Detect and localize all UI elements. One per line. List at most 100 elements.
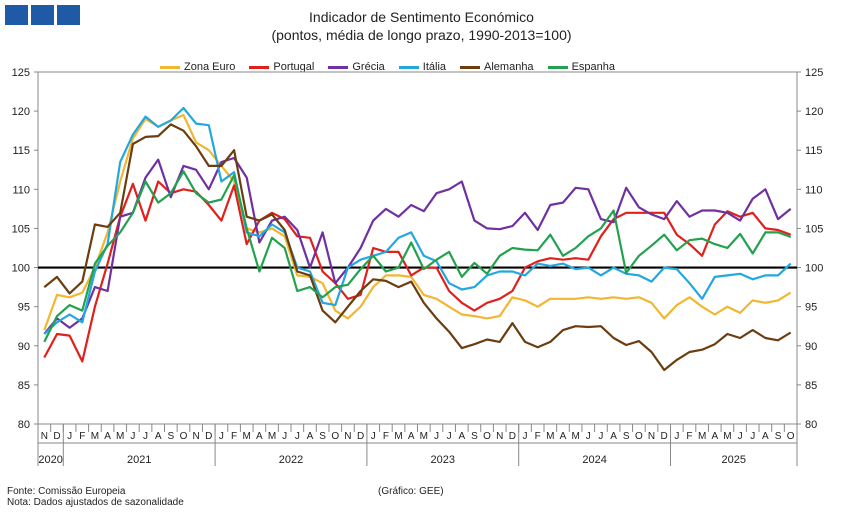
- x-tick-label-month: F: [686, 431, 692, 442]
- series-line-italia: [43, 106, 792, 335]
- x-tick-label-month: A: [256, 431, 263, 442]
- x-tick-label-month: M: [420, 431, 428, 442]
- legend-swatch: [160, 65, 180, 69]
- x-tick-label-month: O: [180, 431, 188, 442]
- x-tick-label-year: 2022: [279, 454, 303, 466]
- x-tick-label-month: J: [674, 431, 679, 442]
- x-tick-label-month: F: [535, 431, 541, 442]
- x-tick-label-year: 2025: [722, 454, 746, 466]
- chart-title-block: Indicador de Sentimento Económico (ponto…: [0, 8, 843, 44]
- legend-label: Grécia: [352, 61, 385, 73]
- x-tick-label-month: M: [116, 431, 124, 442]
- chart-credit: (Gráfico: GEE): [378, 486, 444, 497]
- legend-swatch: [547, 65, 568, 69]
- x-tick-label-month: J: [738, 431, 743, 442]
- x-tick-label-month: J: [67, 431, 72, 442]
- x-tick-label-month: F: [231, 431, 237, 442]
- x-tick-label-month: M: [268, 431, 276, 442]
- x-tick-label-month: S: [623, 431, 630, 442]
- x-tick-label-month: M: [394, 431, 402, 442]
- x-tick-label-month: A: [711, 431, 718, 442]
- x-tick-label-month: D: [661, 431, 668, 442]
- x-tick-label-month: A: [610, 431, 617, 442]
- legend-item: Espanha: [547, 61, 615, 73]
- y-tick-label-right: 115: [805, 145, 823, 157]
- x-tick-label-month: D: [53, 431, 60, 442]
- x-tick-label-year: 2024: [582, 454, 606, 466]
- legend-item: Zona Euro: [160, 61, 235, 73]
- y-tick-label-left: 90: [18, 341, 30, 353]
- x-tick-label-month: J: [282, 431, 287, 442]
- x-tick-label-month: A: [458, 431, 465, 442]
- x-tick-label-month: J: [750, 431, 755, 442]
- y-tick-label-right: 105: [805, 223, 823, 235]
- x-tick-label-month: O: [635, 431, 643, 442]
- source-note: Fonte: Comissão Europeia: [7, 486, 126, 497]
- x-tick-label-month: M: [91, 431, 99, 442]
- x-tick-label-month: A: [560, 431, 567, 442]
- x-tick-label-year: 2023: [431, 454, 455, 466]
- x-tick-label-month: N: [344, 431, 351, 442]
- y-tick-label-left: 95: [18, 302, 30, 314]
- chart-legend: Zona Euro Portugal Grécia Itália Alemanha Esp…: [160, 61, 615, 73]
- x-tick-label-month: M: [723, 431, 731, 442]
- y-tick-label-left: 80: [18, 419, 30, 431]
- x-tick-label-month: M: [571, 431, 579, 442]
- x-tick-label-month: N: [496, 431, 503, 442]
- series-line-grecia: [43, 156, 792, 335]
- adjustment-note: Nota: Dados ajustados de sazonalidade: [7, 497, 184, 508]
- x-tick-label-month: D: [205, 431, 212, 442]
- y-tick-label-left: 85: [18, 380, 30, 392]
- x-tick-label-month: F: [79, 431, 85, 442]
- legend-item: Alemanha: [460, 61, 534, 73]
- x-tick-label-month: J: [523, 431, 528, 442]
- x-tick-label-month: J: [130, 431, 135, 442]
- y-tick-label-left: 110: [12, 184, 30, 196]
- logo-block: [31, 5, 54, 25]
- x-tick-label-month: N: [41, 431, 48, 442]
- footer-notes: Fonte: Comissão Europeia Nota: Dados aju…: [7, 486, 184, 508]
- x-tick-label-month: A: [307, 431, 314, 442]
- legend-swatch: [398, 65, 419, 69]
- x-tick-label-month: M: [243, 431, 251, 442]
- x-tick-label-month: J: [219, 431, 224, 442]
- y-tick-label-left: 120: [12, 106, 30, 118]
- x-tick-label-month: F: [383, 431, 389, 442]
- legend-swatch: [249, 65, 270, 69]
- y-tick-label-right: 85: [805, 380, 817, 392]
- x-tick-label-year: 2021: [127, 454, 151, 466]
- x-tick-label-month: S: [167, 431, 174, 442]
- y-tick-label-left: 125: [12, 67, 30, 79]
- x-tick-label-month: M: [546, 431, 554, 442]
- y-tick-label-right: 90: [805, 341, 817, 353]
- x-tick-label-month: O: [483, 431, 491, 442]
- chart-subtitle: (pontos, média de longo prazo, 1990-2013…: [271, 27, 572, 43]
- x-tick-label-month: D: [357, 431, 364, 442]
- chart-title: Indicador de Sentimento Económico: [309, 9, 534, 25]
- plot-frame: [37, 71, 798, 425]
- x-tick-label-month: J: [598, 431, 603, 442]
- legend-label: Itália: [422, 61, 447, 73]
- x-tick-label-month: J: [586, 431, 591, 442]
- series-line-espanha: [43, 170, 792, 343]
- x-tick-label-month: D: [509, 431, 516, 442]
- y-tick-label-right: 125: [805, 67, 823, 79]
- legend-item: Grécia: [328, 61, 385, 73]
- gee-logo: [5, 5, 80, 25]
- y-tick-label-left: 105: [12, 223, 30, 235]
- legend-item: Itália: [398, 61, 447, 73]
- x-tick-label-month: A: [762, 431, 769, 442]
- x-tick-label-month: J: [371, 431, 376, 442]
- logo-block: [5, 5, 28, 25]
- x-tick-label-month: S: [319, 431, 326, 442]
- x-tick-label-month: J: [434, 431, 439, 442]
- x-tick-label-year: 2020: [38, 454, 62, 466]
- x-tick-label-month: J: [143, 431, 148, 442]
- legend-swatch: [328, 65, 349, 69]
- y-tick-label-left: 100: [12, 263, 30, 275]
- x-tick-label-month: S: [471, 431, 478, 442]
- logo-block: [57, 5, 80, 25]
- y-tick-label-left: 115: [12, 145, 30, 157]
- legend-swatch: [460, 65, 481, 69]
